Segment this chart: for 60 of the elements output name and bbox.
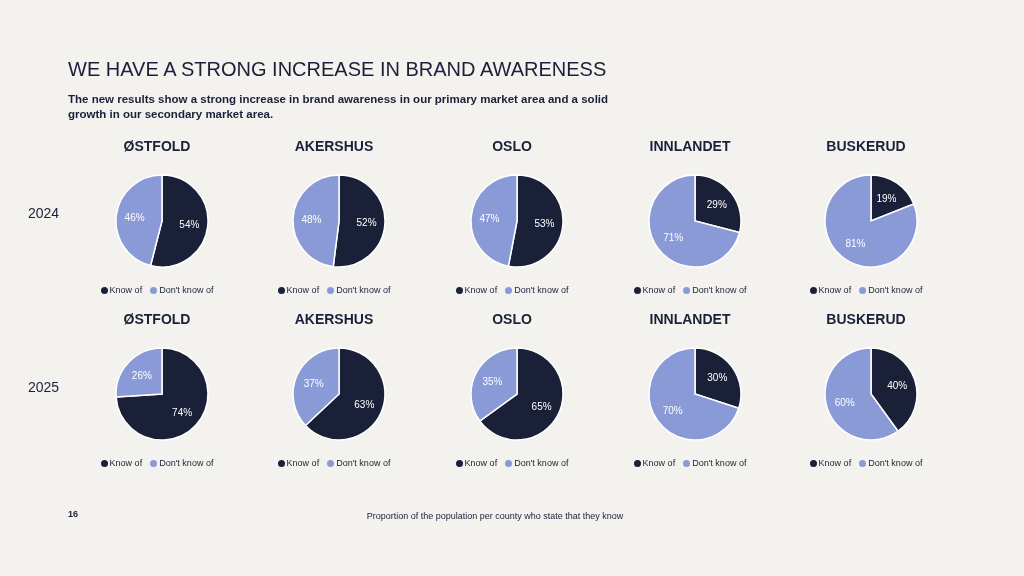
data-label: 71% (663, 232, 684, 244)
legend-label: Know of (286, 458, 320, 468)
data-label: 63% (354, 399, 375, 411)
data-label: 52% (356, 217, 377, 229)
chart-title: OSLO (491, 311, 533, 329)
data-label: 26% (131, 369, 152, 381)
chart-title: BUSKERUD (825, 311, 907, 329)
data-label: 30% (707, 372, 728, 384)
text: 2024 (28, 205, 60, 221)
legend-label: Know of (464, 285, 498, 295)
chart-title: AKERSHUS (293, 138, 375, 156)
pie-slice (115, 347, 209, 441)
chart-title: BUSKERUD (825, 138, 907, 156)
data-label: 46% (124, 212, 145, 224)
legend-label: Don't know of (159, 285, 214, 295)
legend-label: Know of (818, 458, 852, 468)
legend-label: Know of (109, 458, 143, 468)
chart-title: ØSTFOLD (122, 138, 192, 156)
legend-label: Don't know of (692, 458, 747, 468)
data-label: 48% (301, 213, 322, 225)
legend-label: Know of (464, 458, 498, 468)
legend-label: Don't know of (692, 285, 747, 295)
chart-title: OSLO (491, 138, 533, 156)
data-label: 60% (834, 397, 855, 409)
legend-label: Know of (286, 285, 320, 295)
legend-label: Know of (642, 285, 676, 295)
legend-label: Don't know of (159, 458, 214, 468)
pie-slice (648, 347, 740, 441)
text: 2025 (28, 379, 60, 395)
legend-label: Know of (109, 285, 143, 295)
data-label: 54% (179, 218, 200, 230)
legend-label: Don't know of (514, 285, 569, 295)
data-label: 47% (479, 212, 500, 224)
legend-label: Don't know of (336, 458, 391, 468)
data-label: 53% (534, 218, 555, 230)
data-label: 35% (482, 375, 503, 387)
pie-slice (648, 174, 741, 268)
data-label: 74% (172, 407, 193, 419)
chart-title: INNLANDET (648, 138, 732, 156)
data-label: 37% (303, 377, 324, 389)
legend-label: Don't know of (336, 285, 391, 295)
chart-title: ØSTFOLD (122, 311, 192, 329)
data-label: 40% (887, 379, 908, 391)
data-label: 65% (531, 401, 552, 413)
data-label: 81% (845, 238, 866, 250)
legend-label: Know of (642, 458, 676, 468)
legend-label: Know of (818, 285, 852, 295)
text: 16 (68, 509, 79, 519)
pie-slice (824, 174, 918, 268)
legend-label: Don't know of (868, 285, 923, 295)
data-label: 19% (876, 192, 897, 204)
legend-label: Don't know of (868, 458, 923, 468)
text: WE HAVE A STRONG INCREASE IN BRAND AWARENESS (68, 58, 607, 81)
data-label: 29% (706, 198, 727, 210)
chart-title: INNLANDET (648, 311, 732, 329)
text: The new results show a strong increase in brand awareness in our primary market area and a solid growth in our secondary market area. (68, 92, 610, 122)
chart-title: AKERSHUS (293, 311, 375, 329)
data-label: 70% (662, 404, 683, 416)
text: Proportion of the population per county who state that they know (366, 511, 624, 521)
legend-label: Don't know of (514, 458, 569, 468)
